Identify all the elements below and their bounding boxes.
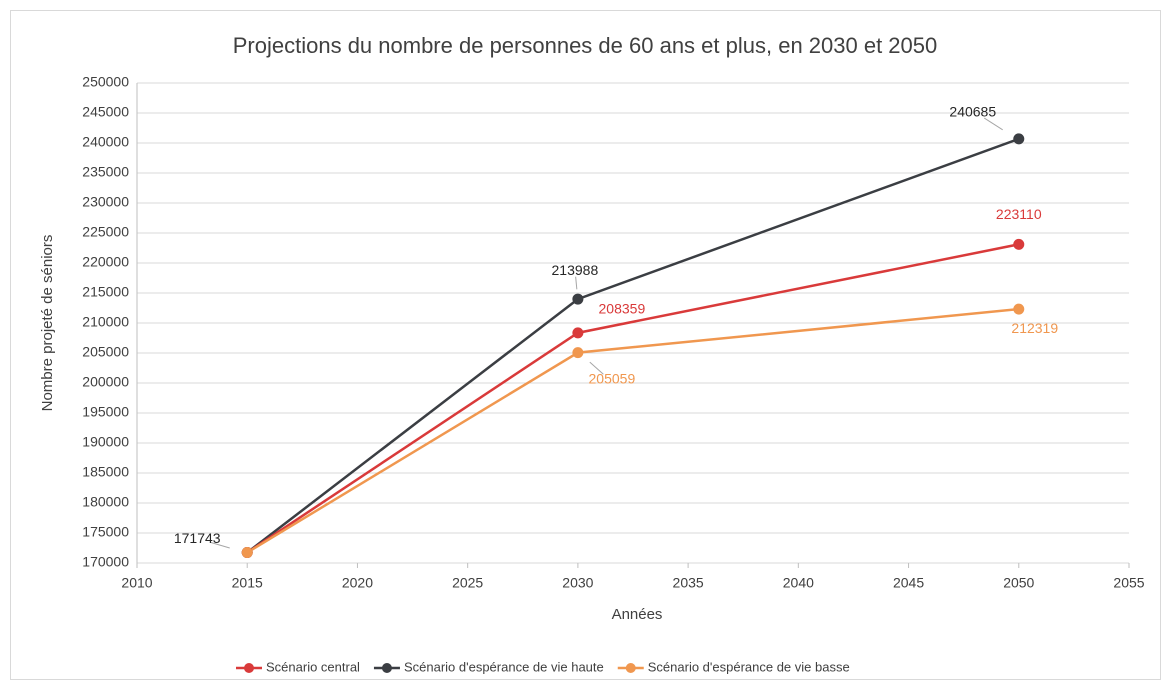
chart-title: Projections du nombre de personnes de 60… — [233, 33, 938, 58]
data-point — [572, 327, 584, 339]
y-tick-label: 215000 — [82, 284, 129, 300]
data-point — [572, 347, 584, 359]
leader-line — [575, 276, 578, 290]
x-tick-label: 2010 — [121, 575, 152, 591]
leader-line — [209, 541, 230, 549]
x-tick-label: 2050 — [1003, 575, 1034, 591]
y-tick-label: 180000 — [82, 494, 129, 510]
x-tick-label: 2015 — [232, 575, 263, 591]
y-tick-label: 185000 — [82, 464, 129, 480]
data-label: 223110 — [996, 206, 1042, 222]
y-tick-label: 190000 — [82, 434, 129, 450]
chart-border — [10, 10, 1161, 680]
data-point — [1013, 303, 1025, 315]
data-point — [1013, 238, 1025, 250]
y-axis-label: Nombre projeté de séniors — [39, 235, 56, 412]
legend-marker — [381, 663, 392, 673]
legend-label: Scénario central — [266, 659, 360, 674]
y-tick-label: 240000 — [82, 134, 129, 150]
data-point — [572, 293, 584, 305]
data-label: 171743 — [174, 530, 221, 546]
x-tick-label: 2055 — [1113, 575, 1144, 591]
data-label: 212319 — [1011, 320, 1058, 336]
x-tick-label: 2045 — [893, 575, 924, 591]
legend-marker — [244, 663, 254, 673]
y-tick-label: 230000 — [82, 194, 129, 210]
y-tick-label: 205000 — [82, 344, 129, 360]
y-tick-label: 170000 — [82, 554, 129, 570]
x-tick-label: 2030 — [562, 575, 593, 591]
data-label: 208359 — [599, 301, 646, 317]
y-tick-label: 220000 — [82, 254, 129, 270]
x-tick-label: 2025 — [452, 575, 483, 591]
data-point — [1013, 133, 1025, 145]
legend-label: Scénario d'espérance de vie haute — [404, 659, 604, 674]
x-axis-label: Années — [612, 606, 663, 623]
leader-line — [984, 117, 1003, 131]
data-label: 205059 — [589, 370, 636, 386]
data-point — [241, 547, 253, 559]
leader-line — [589, 361, 604, 375]
data-label: 240685 — [949, 104, 996, 120]
x-tick-label: 2020 — [342, 575, 373, 591]
y-tick-label: 235000 — [82, 164, 129, 180]
y-tick-label: 195000 — [82, 404, 129, 420]
legend-label: Scénario d'espérance de vie basse — [648, 659, 850, 674]
y-tick-label: 175000 — [82, 524, 129, 540]
y-tick-label: 225000 — [82, 224, 129, 240]
y-tick-label: 210000 — [82, 314, 129, 330]
y-tick-label: 200000 — [82, 374, 129, 390]
x-tick-label: 2035 — [673, 575, 704, 591]
legend-marker — [625, 663, 636, 673]
data-label: 213988 — [552, 262, 599, 278]
y-tick-label: 245000 — [82, 104, 129, 120]
x-tick-label: 2040 — [783, 575, 814, 591]
y-tick-label: 250000 — [82, 74, 129, 90]
